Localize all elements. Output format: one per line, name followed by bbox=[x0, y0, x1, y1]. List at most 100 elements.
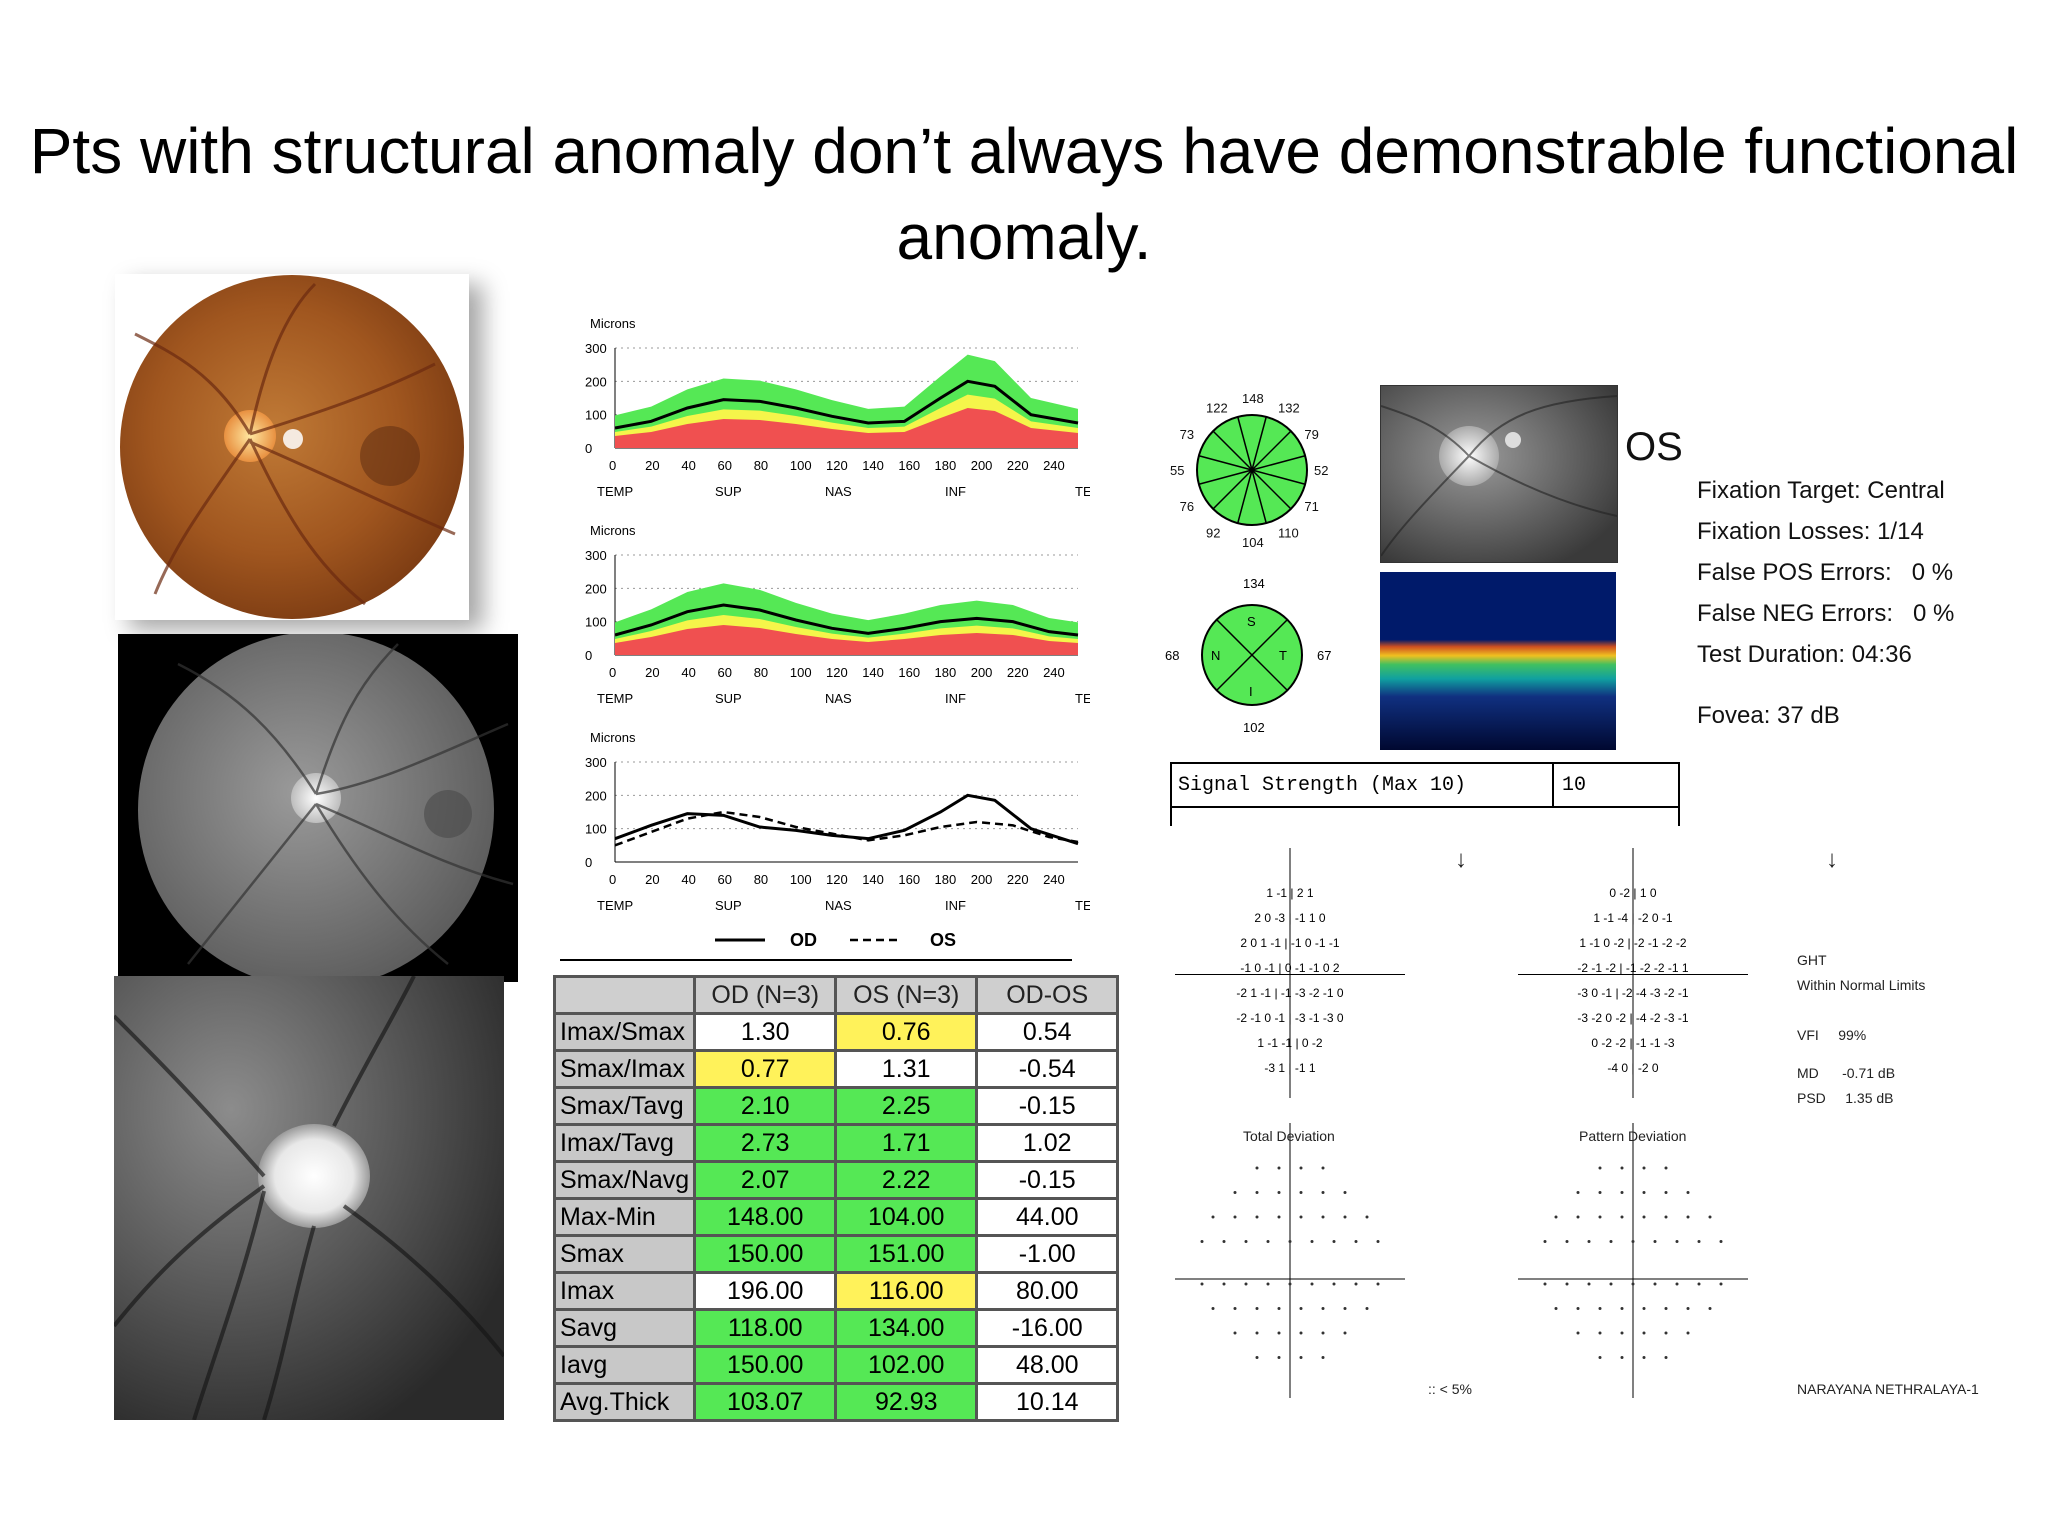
probability-symbol bbox=[1354, 1282, 1358, 1286]
table-cell: -0.15 bbox=[975, 1086, 1120, 1126]
table-cell: Imax/Tavg bbox=[552, 1123, 697, 1163]
region-label: INF bbox=[945, 691, 966, 706]
x-tick-label: 100 bbox=[790, 872, 812, 887]
table-cell: 118.00 bbox=[693, 1308, 838, 1348]
probability-symbol bbox=[1719, 1240, 1723, 1243]
x-tick-label: 120 bbox=[826, 872, 848, 887]
probability-symbol bbox=[1321, 1215, 1325, 1219]
x-tick-label: 120 bbox=[826, 665, 848, 680]
probability-symbol bbox=[1376, 1240, 1380, 1243]
probability-symbol bbox=[1255, 1356, 1259, 1359]
clock-sector-line bbox=[1251, 469, 1292, 510]
x-tick-label: 80 bbox=[754, 458, 768, 473]
table-cell: 80.00 bbox=[975, 1271, 1120, 1311]
probability-symbol bbox=[1664, 1215, 1668, 1219]
quadrant-left-value: 68 bbox=[1165, 648, 1179, 663]
x-tick-label: 40 bbox=[681, 458, 695, 473]
x-tick-label: 120 bbox=[826, 458, 848, 473]
clock-sector-line bbox=[1251, 455, 1306, 471]
signal-strength-label: Signal Strength (Max 10) bbox=[1178, 774, 1467, 797]
probability-symbol bbox=[1664, 1307, 1668, 1310]
table-cell: 1.71 bbox=[834, 1123, 979, 1163]
region-label: TEMP bbox=[1075, 691, 1090, 706]
y-tick-label: 0 bbox=[585, 855, 592, 870]
probability-symbol bbox=[1299, 1166, 1303, 1170]
table-cell: 196.00 bbox=[693, 1271, 838, 1311]
table-cell: 150.00 bbox=[693, 1345, 838, 1385]
x-tick-label: 140 bbox=[862, 872, 884, 887]
region-label: INF bbox=[945, 898, 966, 913]
table-row: Iavg 150.00 102.00 48.00 bbox=[552, 1345, 1120, 1385]
probability-symbol bbox=[1642, 1331, 1646, 1335]
probability-symbol bbox=[1321, 1356, 1325, 1359]
region-label: SUP bbox=[715, 898, 742, 913]
table-cell: 150.00 bbox=[693, 1234, 838, 1274]
probability-symbol bbox=[1310, 1240, 1314, 1243]
clock-hour-value: 122 bbox=[1206, 401, 1228, 416]
probability-symbol bbox=[1376, 1282, 1380, 1286]
probability-symbol bbox=[1697, 1240, 1701, 1243]
deviation-row: -2 1 -1 | -1 -3 -2 -1 0 bbox=[1236, 986, 1343, 1000]
probability-symbol bbox=[1620, 1331, 1624, 1335]
probability-symbol bbox=[1653, 1282, 1657, 1286]
probability-symbol bbox=[1288, 1240, 1292, 1243]
clock-sector-line bbox=[1237, 416, 1253, 471]
probability-symbol bbox=[1587, 1240, 1591, 1243]
table-cell: Imax bbox=[552, 1271, 697, 1311]
probability-symbol bbox=[1343, 1215, 1347, 1219]
deviation-row: 1 -1 0 -2 | -2 -1 -2 -2 bbox=[1579, 936, 1686, 950]
probability-symbol bbox=[1565, 1282, 1569, 1286]
y-tick-label: 0 bbox=[585, 441, 592, 456]
probability-symbol bbox=[1233, 1215, 1237, 1219]
quadrant-i-label: I bbox=[1249, 684, 1253, 699]
false-neg-errors: False NEG Errors: 0 % bbox=[1697, 600, 1955, 627]
table-row: Smax/Navg 2.07 2.22 -0.15 bbox=[552, 1160, 1120, 1200]
oct-fundus-image bbox=[1380, 385, 1618, 563]
clock-hour-value: 52 bbox=[1314, 463, 1328, 478]
probability-symbol bbox=[1299, 1215, 1303, 1219]
x-tick-label: 80 bbox=[754, 872, 768, 887]
x-tick-label: 180 bbox=[935, 872, 957, 887]
table-cell: -16.00 bbox=[975, 1308, 1120, 1348]
probability-symbol bbox=[1708, 1215, 1712, 1219]
abnormal-band bbox=[615, 625, 1078, 655]
region-label: TEMP bbox=[1075, 898, 1090, 913]
probability-symbol bbox=[1365, 1215, 1369, 1219]
clock-hour-value: 148 bbox=[1242, 391, 1264, 406]
table-row: Imax/Smax 1.30 0.76 0.54 bbox=[552, 1012, 1120, 1052]
fixation-target: Fixation Target: Central bbox=[1697, 477, 1945, 504]
deviation-row: -1 0 -1 | 0 -1 -1 0 2 bbox=[1240, 961, 1339, 975]
probability-symbol bbox=[1310, 1282, 1314, 1286]
deviation-row: -2 -1 0 -1 | -3 -1 -3 0 bbox=[1236, 1011, 1343, 1025]
quadrant-diagram: 134 68 67 102 S N T I bbox=[1165, 570, 1345, 740]
footer-text: NARAYANA NETHRALAYA-1 bbox=[1797, 1381, 1979, 1397]
probability-symbol bbox=[1664, 1331, 1668, 1335]
probability-symbol bbox=[1598, 1166, 1602, 1170]
probability-symbol bbox=[1233, 1307, 1237, 1310]
probability-symbol bbox=[1653, 1240, 1657, 1243]
clock-hour-value: 71 bbox=[1304, 499, 1318, 514]
legend-label-os: OS bbox=[930, 930, 956, 950]
deviation-row: -3 0 -1 | -2 -4 -3 -2 -1 bbox=[1577, 986, 1688, 1000]
x-tick-label: 200 bbox=[971, 458, 993, 473]
table-row: Smax/Tavg 2.10 2.25 -0.15 bbox=[552, 1086, 1120, 1126]
probability-symbol bbox=[1343, 1191, 1347, 1194]
quadrant-top-value: 134 bbox=[1243, 576, 1265, 591]
probability-symbol bbox=[1631, 1240, 1635, 1243]
region-label: TEMP bbox=[597, 691, 633, 706]
table-header: OS (N=3) bbox=[834, 975, 979, 1015]
probability-symbol bbox=[1576, 1215, 1580, 1219]
quadrant-bottom-value: 102 bbox=[1243, 720, 1265, 735]
probability-symbol bbox=[1642, 1191, 1646, 1194]
clock-sector-line bbox=[1212, 430, 1253, 471]
clock-hour-value: 92 bbox=[1206, 525, 1220, 540]
region-label: NAS bbox=[825, 898, 852, 913]
y-tick-label: 200 bbox=[585, 374, 607, 389]
optic-disc-photo bbox=[114, 976, 504, 1420]
x-tick-label: 80 bbox=[754, 665, 768, 680]
vfi-value: VFI 99% bbox=[1797, 1027, 1867, 1043]
probability-symbol bbox=[1686, 1215, 1690, 1219]
x-tick-label: 180 bbox=[935, 665, 957, 680]
table-cell: 134.00 bbox=[834, 1308, 979, 1348]
deviation-row: -2 -1 -2 | -1 -2 -2 -1 1 bbox=[1577, 961, 1688, 975]
